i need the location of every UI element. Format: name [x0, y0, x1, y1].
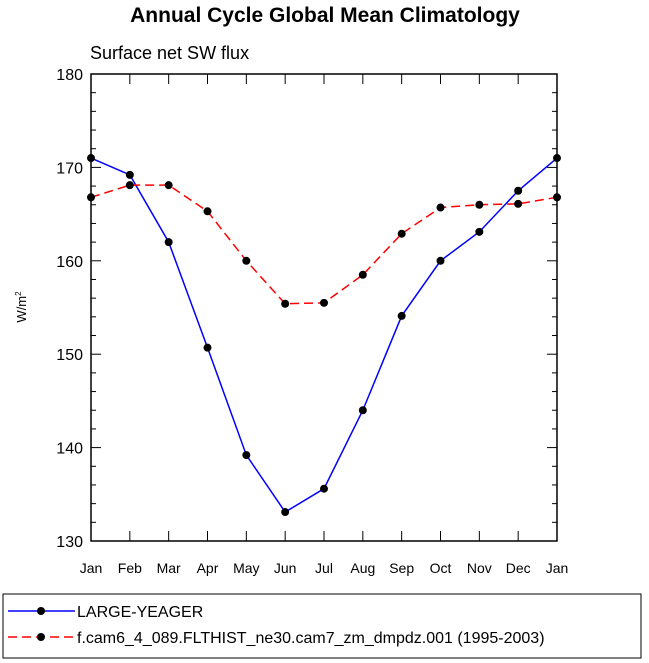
- data-point: [87, 193, 95, 202]
- data-point: [397, 229, 406, 238]
- series-line-0: [90, 157, 558, 514]
- y-tick-label: 180: [56, 67, 83, 84]
- x-tick-label: Jun: [274, 560, 297, 576]
- data-point: [281, 299, 290, 308]
- x-tick-label: Sep: [389, 560, 414, 576]
- x-tick-label: Apr: [197, 560, 219, 576]
- data-point: [514, 186, 523, 195]
- y-tick-label: 170: [56, 160, 83, 177]
- x-tick-label: Aug: [350, 560, 375, 576]
- x-tick-label: Oct: [430, 560, 452, 576]
- data-point: [436, 256, 445, 265]
- series-layer: [87, 154, 561, 517]
- data-point: [203, 343, 212, 352]
- data-point: [164, 181, 173, 190]
- data-point: [164, 238, 173, 247]
- x-tick-label: Mar: [157, 560, 181, 576]
- x-tick-label: Feb: [118, 560, 142, 576]
- x-tick-label: Dec: [506, 560, 531, 576]
- chart-subtitle: Surface net SW flux: [90, 43, 249, 63]
- chart-title: Annual Cycle Global Mean Climatology: [130, 4, 520, 27]
- legend: LARGE-YEAGER f.cam6_4_089.FLTHIST_ne30.ca…: [8, 604, 545, 647]
- y-axis-label-exponent: 2: [14, 291, 23, 296]
- axis-ticks: [90, 73, 558, 542]
- legend-marker: [37, 633, 45, 641]
- x-tick-label: Jan: [80, 560, 103, 576]
- data-point: [475, 200, 484, 209]
- series-line-1: [90, 184, 558, 305]
- data-point: [436, 203, 445, 212]
- y-axis-label: W/m2: [14, 291, 29, 323]
- data-point: [125, 181, 134, 190]
- data-point: [203, 207, 212, 216]
- data-point: [553, 154, 561, 163]
- legend-box: [2, 593, 642, 659]
- x-tick-labels: Jan Feb Mar Apr May Jun Jul Aug Sep Oct Nov Dec Jan: [80, 560, 569, 576]
- legend-label: LARGE-YEAGER: [77, 604, 203, 621]
- legend-label: f.cam6_4_089.FLTHIST_ne30.cam7_zm_dmpdz.…: [77, 630, 545, 647]
- legend-marker: [37, 607, 45, 615]
- data-point: [358, 270, 367, 279]
- x-tick-label: Nov: [467, 560, 492, 576]
- data-point: [242, 256, 251, 265]
- data-point: [397, 311, 406, 320]
- plot-frame: [90, 73, 558, 542]
- y-tick-label: 150: [56, 347, 83, 364]
- data-point: [320, 298, 328, 307]
- x-tick-label: Jan: [546, 560, 569, 576]
- data-point: [358, 406, 367, 415]
- data-point: [553, 193, 561, 202]
- x-tick-label: Jul: [315, 560, 333, 576]
- data-point: [242, 451, 251, 460]
- data-point: [281, 508, 290, 517]
- y-tick-label: 160: [56, 254, 83, 271]
- x-tick-label: May: [233, 560, 259, 576]
- data-point: [514, 199, 523, 208]
- data-point: [320, 484, 328, 493]
- data-point: [125, 170, 134, 179]
- data-point: [475, 227, 484, 236]
- data-point: [87, 154, 95, 163]
- y-tick-labels: 130 140 150 160 170 180: [56, 67, 83, 551]
- y-axis-label-unit: W/m: [14, 296, 29, 323]
- y-tick-label: 140: [56, 441, 83, 458]
- y-tick-label: 130: [56, 534, 83, 551]
